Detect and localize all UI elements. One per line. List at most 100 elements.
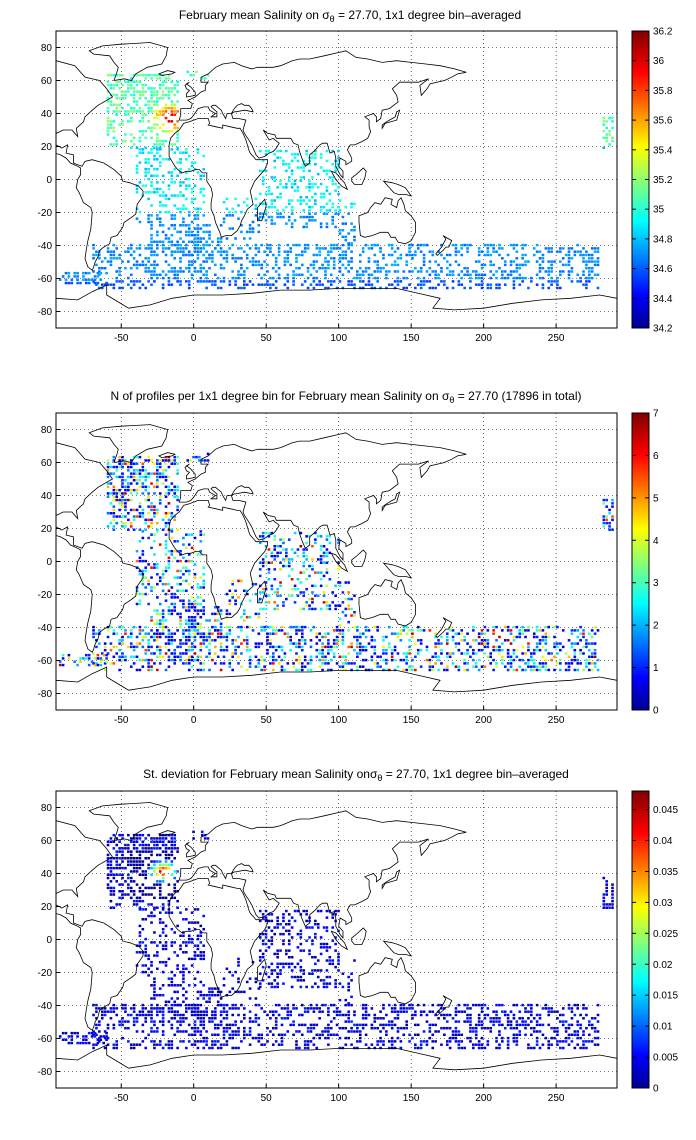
data-bin xyxy=(509,658,513,662)
data-bin xyxy=(321,263,324,267)
data-bin xyxy=(364,658,368,662)
data-bin xyxy=(219,224,223,227)
data-bin xyxy=(150,615,153,619)
data-bin xyxy=(135,655,139,659)
data-bin xyxy=(216,276,220,280)
data-bin xyxy=(503,283,507,286)
data-bin xyxy=(132,857,136,860)
data-bin xyxy=(261,942,265,946)
data-bin xyxy=(518,629,522,632)
data-bin xyxy=(506,273,510,277)
data-bin xyxy=(393,286,397,290)
data-bin xyxy=(193,957,197,961)
map-grid xyxy=(56,791,617,1088)
data-bin xyxy=(199,586,203,589)
data-bin xyxy=(219,263,223,267)
data-bin xyxy=(193,1030,197,1033)
data-bin xyxy=(127,485,130,489)
data-bin xyxy=(173,609,177,612)
data-bin xyxy=(82,657,85,660)
data-bin xyxy=(196,280,200,283)
data-bin xyxy=(147,833,150,837)
data-bin xyxy=(179,576,182,579)
data-bin xyxy=(588,260,591,263)
data-bin xyxy=(316,571,320,574)
data-bin xyxy=(127,886,130,890)
data-bin xyxy=(501,642,504,645)
data-bin xyxy=(319,946,323,949)
data-bin xyxy=(187,1007,191,1010)
data-bin xyxy=(506,625,510,629)
data-bin xyxy=(463,286,466,290)
data-bin xyxy=(176,273,179,277)
data-bin xyxy=(266,635,269,639)
data-bin xyxy=(202,573,206,576)
data-bin xyxy=(324,655,327,659)
data-bin xyxy=(156,639,159,642)
data-bin xyxy=(185,606,188,609)
data-bin xyxy=(153,515,156,518)
data-bin xyxy=(341,972,345,975)
data-bin xyxy=(318,253,321,257)
data-bin xyxy=(361,632,365,635)
data-bin xyxy=(156,230,159,234)
data-bin xyxy=(161,90,165,93)
data-bin xyxy=(370,286,374,290)
data-bin xyxy=(187,1023,191,1027)
colorbar-tick-label: 35.8 xyxy=(653,86,673,97)
data-bin xyxy=(158,960,162,964)
data-bin xyxy=(208,233,211,237)
data-bin xyxy=(567,668,571,672)
data-bin xyxy=(216,286,220,290)
data-bin xyxy=(193,576,197,579)
data-bin xyxy=(538,270,542,273)
data-bin xyxy=(314,212,317,215)
data-bin xyxy=(428,662,432,665)
data-bin xyxy=(158,993,162,997)
data-bin xyxy=(251,283,255,286)
data-bin xyxy=(176,243,179,247)
data-bin xyxy=(274,260,278,263)
data-bin xyxy=(205,655,208,659)
data-bin xyxy=(156,596,159,599)
data-bin xyxy=(84,657,88,660)
data-bin xyxy=(385,273,388,277)
data-bin xyxy=(414,266,417,270)
data-bin xyxy=(282,541,285,545)
data-bin xyxy=(325,926,329,929)
data-bin xyxy=(164,964,168,967)
data-bin xyxy=(231,1046,235,1050)
data-bin xyxy=(185,569,188,573)
data-bin xyxy=(367,257,371,260)
x-tick-label: 100 xyxy=(330,333,347,344)
data-bin xyxy=(474,639,478,642)
data-bin xyxy=(541,286,545,290)
data-bin xyxy=(193,247,197,250)
data-bin xyxy=(605,498,609,502)
data-bin xyxy=(158,97,162,100)
data-bin xyxy=(176,1003,179,1007)
data-bin xyxy=(176,139,179,143)
data-bin xyxy=(124,893,127,896)
data-bin xyxy=(582,273,585,277)
data-bin xyxy=(167,130,171,133)
data-bin xyxy=(222,257,226,260)
data-bin xyxy=(308,936,311,939)
data-bin xyxy=(164,924,168,928)
data-bin xyxy=(445,642,449,645)
data-bin xyxy=(302,969,306,972)
data-bin xyxy=(387,253,391,257)
data-bin xyxy=(121,890,124,893)
data-bin xyxy=(132,1010,136,1013)
data-bin xyxy=(414,642,417,645)
data-bin xyxy=(408,665,411,668)
data-bin xyxy=(98,629,101,632)
data-bin xyxy=(141,515,145,518)
data-bin xyxy=(187,154,191,158)
data-bin xyxy=(173,984,177,987)
data-bin xyxy=(240,224,243,227)
data-bin xyxy=(192,455,195,459)
data-bin xyxy=(92,243,95,247)
data-bin xyxy=(234,197,237,201)
data-bin xyxy=(457,642,461,645)
